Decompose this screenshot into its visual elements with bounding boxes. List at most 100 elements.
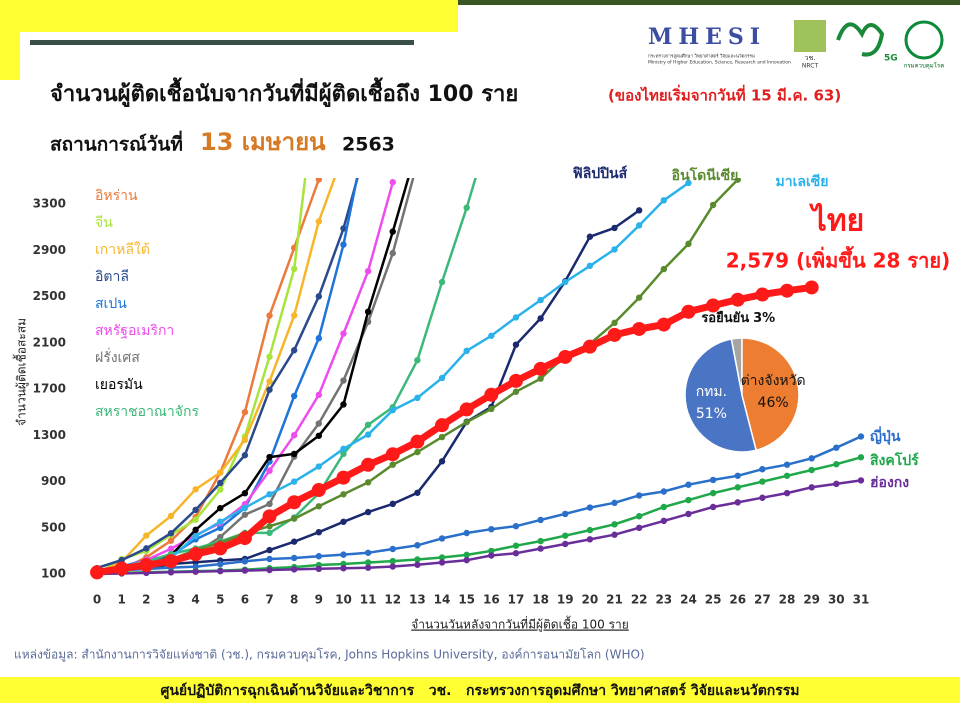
- data-point: [611, 499, 618, 507]
- data-point: [241, 567, 249, 574]
- x-tick-label: 23: [655, 593, 672, 607]
- data-point: [266, 378, 273, 385]
- data-point: [389, 249, 396, 257]
- x-tick-label: 24: [680, 593, 697, 607]
- x-tick-label: 1: [118, 593, 126, 607]
- title: จำนวนผู้ติดเชื้อนับจากวันที่มีผู้ติดเชื้…: [50, 77, 518, 108]
- data-point: [660, 517, 668, 525]
- plot: [90, 178, 865, 580]
- logo-ddc: [904, 20, 944, 60]
- x-tick-label: 13: [409, 593, 426, 607]
- top-line: [458, 0, 960, 5]
- data-point: [635, 207, 643, 214]
- data-point: [488, 552, 495, 559]
- data-point: [340, 377, 347, 384]
- pie-value-label: 46%: [758, 395, 789, 411]
- data-point: [340, 491, 347, 498]
- data-point: [857, 454, 865, 461]
- data-point: [290, 478, 298, 485]
- pie-slice: [684, 338, 758, 453]
- data-point: [808, 455, 815, 462]
- pie-value-label: 51%: [696, 406, 727, 422]
- data-point: [685, 510, 692, 518]
- data-point: [290, 432, 298, 439]
- data-point: [315, 528, 323, 536]
- data-point: [340, 225, 347, 232]
- data-point: [241, 504, 249, 512]
- data-point: [340, 450, 347, 458]
- data-point: [783, 489, 791, 497]
- logo-nrct-en: NRCT: [802, 63, 819, 70]
- data-point: [266, 312, 273, 319]
- data-point: [857, 433, 865, 440]
- data-point: [438, 554, 446, 561]
- data-point: [857, 477, 865, 484]
- data-point: [340, 565, 347, 572]
- data-point: [512, 550, 520, 557]
- footer-band: [0, 677, 960, 703]
- data-point: [681, 304, 696, 319]
- x-tick-label: 11: [360, 593, 377, 607]
- x-tick-label: 28: [779, 593, 796, 607]
- series-label: ฝรั่งเศส: [95, 348, 140, 366]
- data-point: [262, 509, 277, 524]
- data-point: [438, 278, 446, 286]
- data-point: [734, 472, 741, 479]
- data-point: [586, 504, 594, 511]
- data-point: [241, 436, 249, 444]
- x-tick-label: 30: [828, 593, 845, 607]
- data-point: [389, 557, 396, 565]
- data-point: [287, 495, 302, 510]
- data-point: [804, 280, 819, 295]
- data-point: [808, 466, 815, 474]
- data-point: [311, 482, 326, 497]
- data-point: [315, 391, 323, 399]
- logo-ddc-text: กรมควบคุมโรค: [904, 62, 944, 70]
- data-point: [266, 566, 273, 574]
- series-label: มาเลเซีย: [776, 174, 829, 190]
- data-point: [364, 479, 372, 486]
- data-point: [217, 504, 224, 512]
- data-point: [192, 506, 199, 514]
- data-point: [582, 339, 597, 354]
- data-point: [389, 461, 396, 468]
- data-point: [660, 503, 668, 511]
- data-point: [611, 319, 618, 327]
- y-tick-label: 1300: [33, 428, 66, 442]
- data-point: [241, 511, 249, 518]
- data-point: [438, 374, 446, 382]
- data-point: [266, 491, 273, 498]
- data-point: [167, 512, 175, 520]
- data-point: [315, 503, 323, 510]
- data-point: [364, 267, 372, 275]
- data-point: [414, 561, 421, 568]
- data-point: [241, 558, 249, 565]
- data-point: [611, 521, 618, 528]
- pie-label: รอยืนยัน: [701, 310, 749, 326]
- data-point: [730, 292, 745, 307]
- data-point: [586, 536, 594, 543]
- data-point: [414, 556, 421, 563]
- data-point: [217, 533, 224, 541]
- data-point: [364, 549, 372, 556]
- data-point: [241, 408, 249, 416]
- data-point: [192, 563, 199, 570]
- data-point: [463, 418, 470, 426]
- data-point: [611, 246, 618, 253]
- x-tick-label: 27: [754, 593, 771, 607]
- logo-swoosh: [836, 22, 885, 57]
- data-point: [488, 332, 495, 339]
- logo-th: กระทรวงการอุดมศึกษา วิทยาศาสตร์ วิจัยและ…: [648, 53, 755, 60]
- data-point: [290, 450, 298, 458]
- data-point: [315, 463, 323, 470]
- data-point: [290, 312, 298, 319]
- data-point: [512, 314, 520, 321]
- data-point: [734, 484, 741, 491]
- data-point: [562, 532, 569, 539]
- series-label: จีน: [95, 215, 113, 231]
- x-axis-label: จำนวนวันหลังจากวันที่มีผู้ติดเชื้อ 100 ร…: [411, 616, 629, 633]
- series-line: [96, 435, 862, 575]
- data-point: [139, 558, 154, 573]
- data-point: [512, 542, 520, 549]
